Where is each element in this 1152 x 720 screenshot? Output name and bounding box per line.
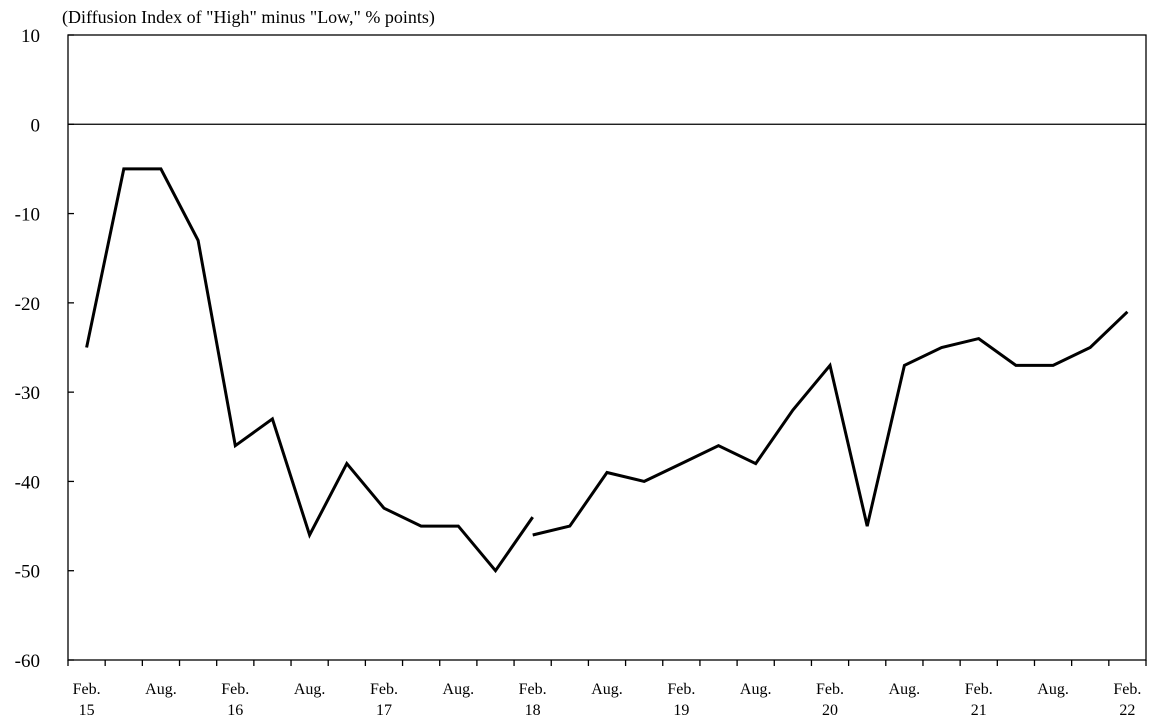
y-tick-label: -40 [15, 472, 40, 493]
x-tick-label-month: Feb. [816, 681, 844, 698]
series-line-segment-1 [85, 167, 534, 574]
x-tick-label-year: 21 [971, 702, 987, 719]
x-tick-label-month: Aug. [294, 681, 326, 698]
x-tick-label-year: 22 [1119, 702, 1135, 719]
x-tick-label-year: 19 [673, 702, 689, 719]
x-tick-label-month: Feb. [73, 681, 101, 698]
x-axis: Feb. 15 Aug. Feb. 16 Aug. Feb. 17 Aug. Feb. 18 Aug.… [67, 660, 1147, 719]
y-tick-label: -10 [15, 205, 40, 226]
y-tick-label: -60 [15, 651, 40, 672]
series [85, 167, 1129, 574]
x-tick-label-month: Aug. [889, 681, 921, 698]
x-tick-label-year: 17 [376, 702, 392, 719]
x-tick-label-year: 15 [79, 702, 95, 719]
x-tick-label-month: Feb. [519, 681, 547, 698]
x-tick-label-month: Aug. [145, 681, 177, 698]
x-tick-label-month: Aug. [740, 681, 772, 698]
x-tick-label-month: Feb. [965, 681, 993, 698]
x-tick-label-month: Feb. [370, 681, 398, 698]
x-tick-label-month: Aug. [443, 681, 475, 698]
x-tick-label-month: Feb. [221, 681, 249, 698]
x-tick-label-month: Feb. [1113, 681, 1141, 698]
x-tick-label-year: 16 [227, 702, 243, 719]
y-axis-unit-label: (Diffusion Index of "High" minus "Low," … [62, 7, 435, 28]
plot-area-frame [67, 34, 1147, 661]
x-tick-label-month: Aug. [591, 681, 623, 698]
y-tick-label: 0 [31, 115, 41, 136]
x-tick-label-month: Feb. [667, 681, 695, 698]
series-line-segment-2 [532, 310, 1129, 537]
y-tick-label: 10 [21, 26, 40, 47]
y-tick-label: -30 [15, 383, 40, 404]
y-axis: 10 0 -10 -20 -30 -40 -50 -60 [15, 26, 74, 672]
x-tick-label-year: 20 [822, 702, 838, 719]
x-tick-label-year: 18 [525, 702, 541, 719]
y-tick-label: -20 [15, 294, 40, 315]
x-tick-label-month: Aug. [1037, 681, 1069, 698]
y-tick-label: -50 [15, 562, 40, 583]
